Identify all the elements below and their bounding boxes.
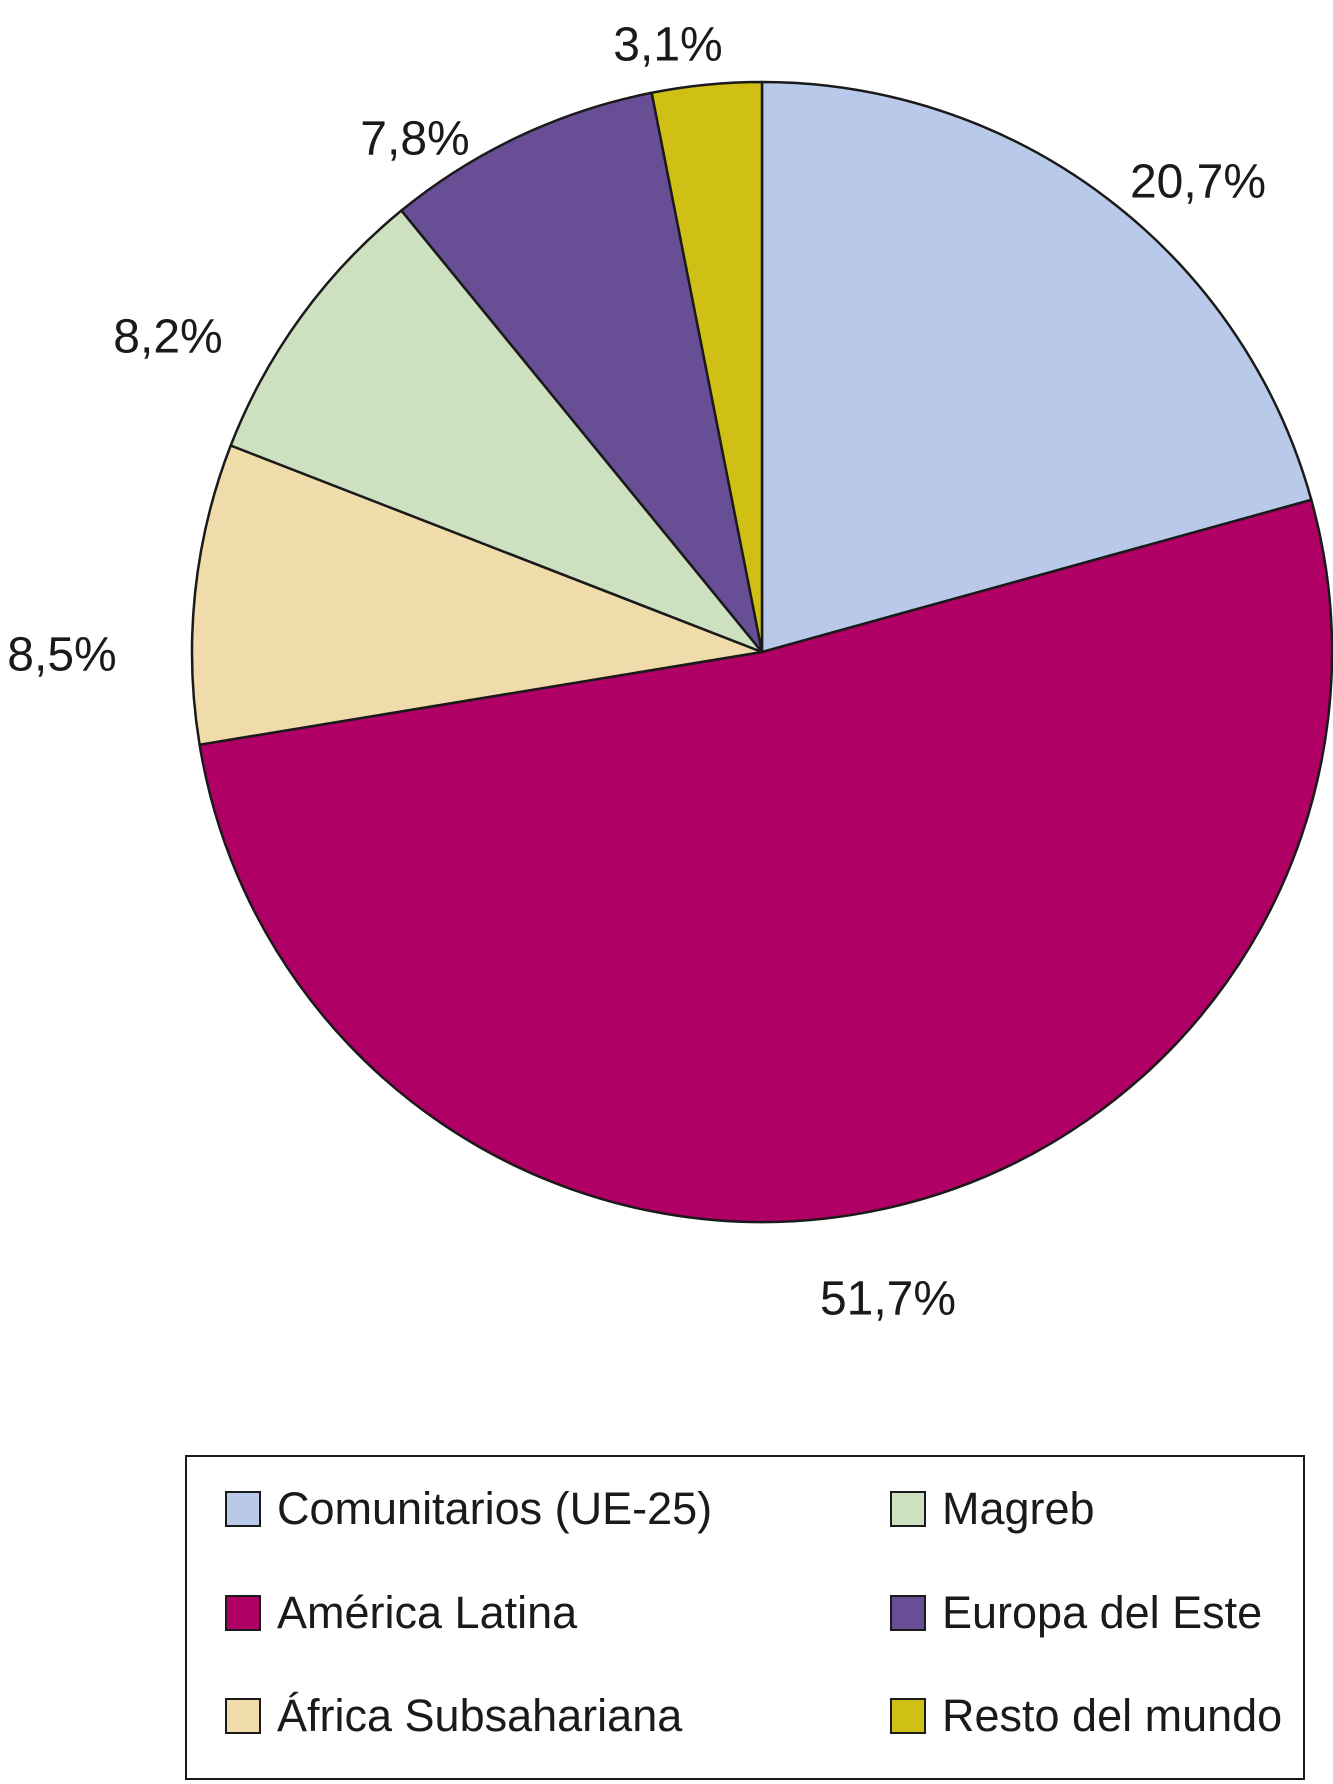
pie-slice-comunitarios-ue-25 <box>760 80 1313 654</box>
legend-swatch-comunitarios <box>225 1491 261 1527</box>
pie-label-comunitarios-ue-25: 20,7% <box>1130 156 1266 209</box>
legend-item-comunitarios: Comunitarios (UE-25) <box>225 1483 712 1535</box>
legend-label-resto-del-mundo: Resto del mundo <box>942 1690 1283 1741</box>
legend-label-comunitarios: Comunitarios (UE-25) <box>277 1483 713 1534</box>
pie-label-africa-subsahariana: 8,5% <box>7 629 116 682</box>
legend-swatch-resto-del-mundo <box>890 1698 926 1734</box>
pie-labels: 20,7% 51,7% 8,5% 8,2% 7,8% 3,1% <box>7 19 1266 1326</box>
legend-swatch-magreb <box>890 1491 926 1527</box>
pie-slice-america-latina <box>198 498 1333 1224</box>
legend-item-europa-del-este: Europa del Este <box>890 1587 1262 1639</box>
pie-slices <box>190 80 1333 1224</box>
legend-item-resto-del-mundo: Resto del mundo <box>890 1690 1282 1742</box>
legend: Comunitarios (UE-25) América Latina Áfri… <box>185 1455 1305 1780</box>
pie-slice-resto-del-mundo <box>650 80 764 654</box>
pie-slice-magreb <box>229 209 764 654</box>
pie-label-magreb: 8,2% <box>113 311 222 364</box>
pie-chart: 20,7% 51,7% 8,5% 8,2% 7,8% 3,1% <box>7 19 1333 1326</box>
pie-label-europa-del-este: 7,8% <box>360 113 469 166</box>
legend-label-europa-del-este: Europa del Este <box>942 1587 1263 1638</box>
legend-label-america-latina: América Latina <box>277 1587 578 1638</box>
pie-slice-europa-del-este <box>400 91 764 654</box>
legend-label-africa-subsahariana: África Subsahariana <box>277 1690 683 1741</box>
legend-item-america-latina: América Latina <box>225 1587 577 1639</box>
legend-swatch-africa-subsahariana <box>225 1698 261 1734</box>
pie-label-america-latina: 51,7% <box>820 1273 956 1326</box>
legend-swatch-america-latina <box>225 1595 261 1631</box>
legend-item-magreb: Magreb <box>890 1483 1095 1535</box>
pie-label-resto-del-mundo: 3,1% <box>613 19 722 72</box>
pie-slice-africa-subsahariana <box>190 444 764 746</box>
legend-item-africa-subsahariana: África Subsahariana <box>225 1690 682 1742</box>
legend-swatch-europa-del-este <box>890 1595 926 1631</box>
legend-label-magreb: Magreb <box>942 1483 1095 1534</box>
